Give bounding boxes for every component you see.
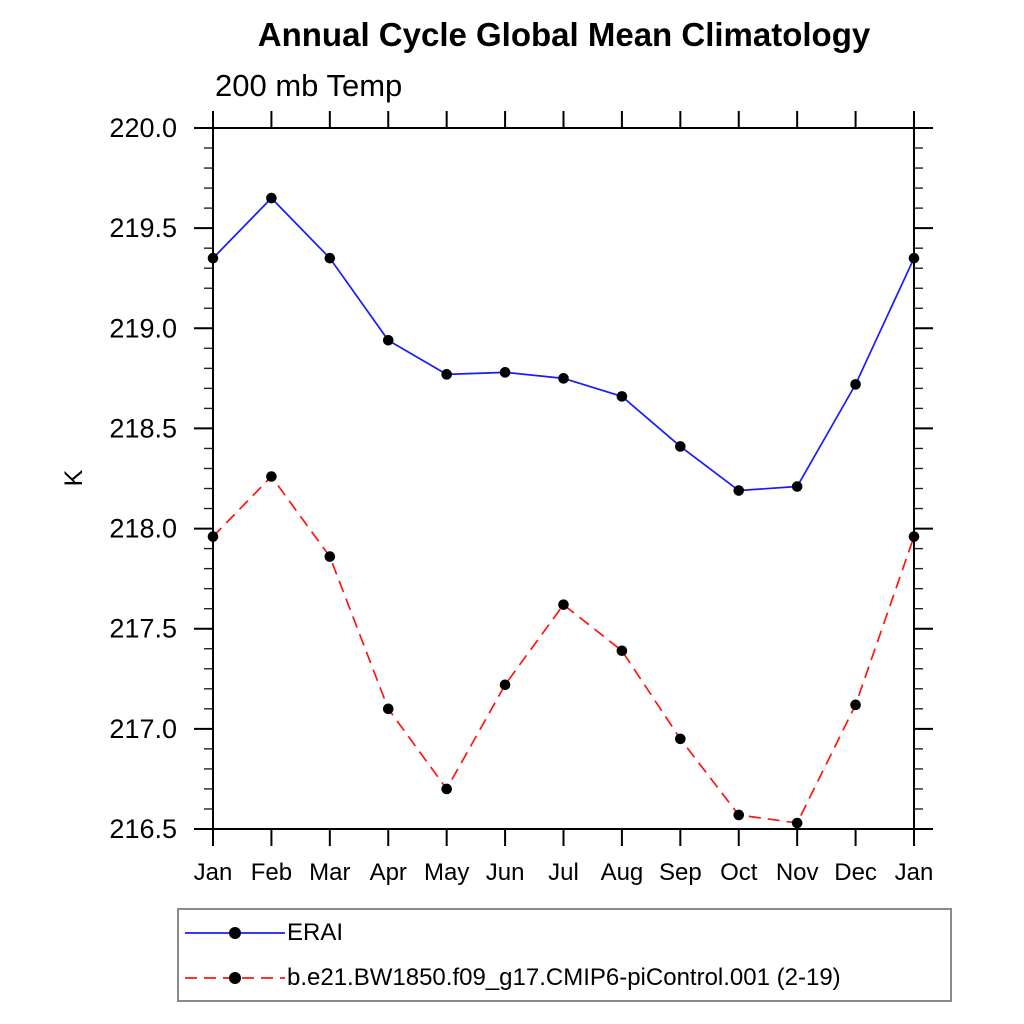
legend-label-erai: ERAI [287, 918, 344, 946]
svg-text:Aug: Aug [601, 859, 644, 886]
svg-text:217.0: 217.0 [109, 714, 177, 744]
svg-text:220.0: 220.0 [109, 113, 177, 143]
model-line-sample-icon [185, 971, 285, 984]
chart-title: Annual Cycle Global Mean Climatology [257, 16, 871, 53]
svg-text:Dec: Dec [834, 859, 877, 886]
svg-text:Oct: Oct [720, 859, 758, 886]
svg-text:Feb: Feb [251, 859, 292, 886]
svg-text:219.5: 219.5 [109, 213, 177, 243]
legend-item-model: b.e21.BW1850.f09_g17.CMIP6-piControl.001… [179, 955, 950, 1000]
svg-text:Sep: Sep [659, 859, 702, 886]
svg-text:217.5: 217.5 [109, 614, 177, 644]
legend-box: ERAI b.e21.BW1850.f09_g17.CMIP6-piContro… [177, 908, 952, 1002]
svg-text:218.0: 218.0 [109, 514, 177, 544]
erai-line-sample-icon [185, 926, 285, 939]
legend-label-model: b.e21.BW1850.f09_g17.CMIP6-piControl.001… [287, 963, 841, 991]
svg-text:Jul: Jul [548, 859, 579, 886]
svg-text:Nov: Nov [776, 859, 819, 886]
chart-subtitle: 200 mb Temp [215, 68, 403, 103]
svg-text:Jan: Jan [194, 859, 233, 886]
svg-text:Mar: Mar [309, 859, 350, 886]
legend-item-erai: ERAI [179, 910, 950, 955]
svg-text:216.5: 216.5 [109, 814, 177, 844]
svg-text:May: May [424, 859, 469, 886]
svg-text:218.5: 218.5 [109, 413, 177, 443]
svg-text:Apr: Apr [370, 859, 407, 886]
svg-text:Jan: Jan [895, 859, 934, 886]
svg-text:219.0: 219.0 [109, 313, 177, 343]
svg-text:Jun: Jun [486, 859, 525, 886]
